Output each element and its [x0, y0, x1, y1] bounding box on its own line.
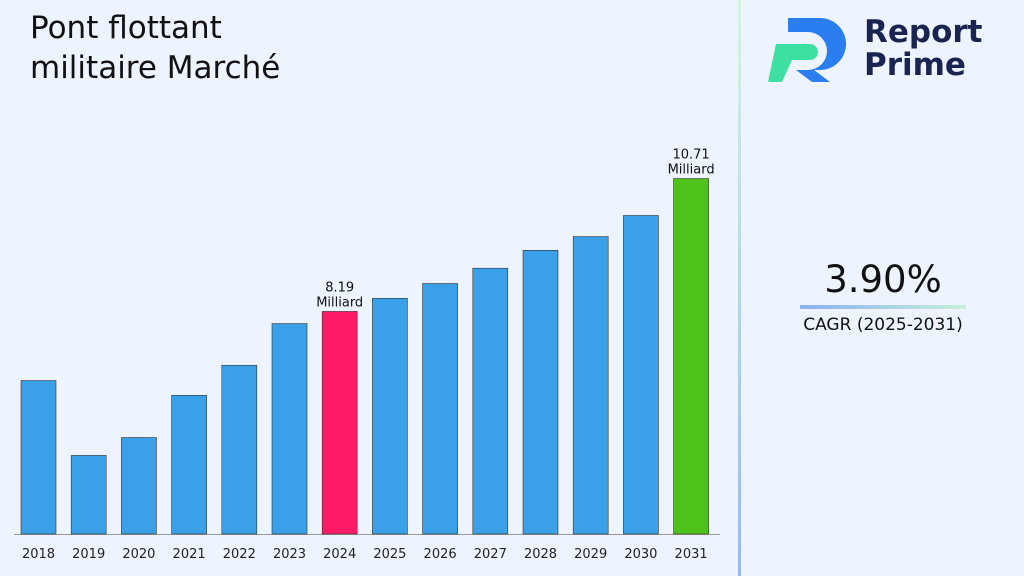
logo-text-prime: Prime [864, 47, 966, 83]
bar-2024 [321, 311, 358, 535]
x-tick-label: 2024 [323, 547, 356, 562]
bar-2023 [271, 323, 308, 535]
logo: Report Prime [768, 14, 983, 84]
bar-2019 [70, 455, 107, 535]
logo-text-report: Report [864, 14, 983, 50]
x-tick-label: 2026 [424, 547, 457, 562]
bar-chart: 2018 2019 2020 2021 2022 2023 20248.19Milliard… [14, 148, 720, 562]
bar-2028 [522, 249, 559, 535]
cagr-panel: 3.90% CAGR (2025-2031) [800, 258, 966, 335]
x-tick-label: 2030 [624, 547, 657, 562]
chart-title: Pont flottant militaire Marché [30, 8, 280, 88]
x-tick-label: 2023 [273, 547, 306, 562]
bar-2026 [422, 283, 458, 535]
cagr-label: CAGR (2025-2031) [803, 315, 963, 335]
x-tick-label: 2022 [223, 547, 256, 562]
x-tick-label: 2021 [173, 547, 206, 562]
x-tick-label: 2020 [122, 547, 155, 562]
title-line-1: Pont flottant [30, 10, 222, 46]
x-tick-label: 2019 [72, 547, 105, 562]
title-line-2: militaire Marché [30, 50, 281, 86]
bar-2020 [121, 437, 157, 535]
bar-2029 [572, 236, 609, 535]
x-tick-label: 2029 [574, 547, 607, 562]
bar-2025 [372, 297, 408, 535]
x-tick-label: 2028 [524, 547, 557, 562]
cagr-underline [800, 305, 966, 309]
bar-2021 [171, 395, 207, 535]
x-tick-label: 2018 [22, 547, 55, 562]
data-label-unit: Milliard [668, 163, 715, 178]
report-prime-logo-icon [768, 18, 846, 82]
bar-2031 [673, 178, 709, 535]
bar-2030 [623, 215, 659, 535]
x-tick-label: 2027 [474, 547, 507, 562]
x-tick-label: 2031 [675, 547, 708, 562]
data-label-unit: Milliard [316, 295, 363, 310]
bar-2018 [20, 380, 57, 535]
bar-2027 [472, 267, 509, 535]
bar-2022 [221, 364, 258, 535]
data-label-value: 10.71 [672, 148, 709, 163]
data-label-value: 8.19 [325, 280, 354, 295]
cagr-value: 3.90% [824, 258, 942, 301]
x-tick-label: 2025 [373, 547, 406, 562]
divider [738, 0, 741, 576]
